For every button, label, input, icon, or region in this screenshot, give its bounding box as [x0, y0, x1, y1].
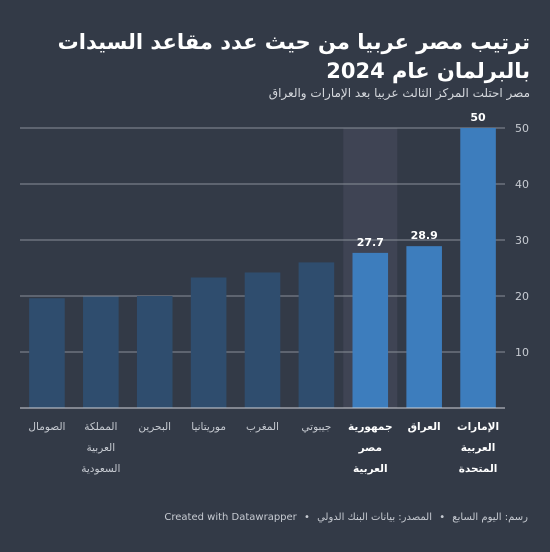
bar — [29, 298, 65, 408]
bar — [298, 262, 335, 408]
bar — [83, 296, 119, 408]
x-tick-label: البحرين — [138, 421, 171, 433]
bar — [244, 272, 281, 408]
y-tick-label: 30 — [515, 234, 529, 247]
chart-subtitle: مصر احتلت المركز الثالث عربيا بعد الإمار… — [268, 86, 530, 100]
footer-separator: • — [439, 512, 446, 523]
bar — [460, 128, 496, 408]
x-tick-label: العربية — [353, 463, 388, 475]
chart-title: ترتيب مصر عربيا من حيث عدد مقاعد السيدات… — [57, 30, 530, 83]
bar — [190, 277, 227, 408]
x-tick-label: العربية — [86, 442, 115, 454]
x-tick-label: موريتانيا — [191, 421, 226, 433]
bar — [136, 296, 173, 408]
tool-credit[interactable]: Created with Datawrapper — [164, 512, 297, 523]
data-label: 27.7 — [357, 236, 384, 249]
x-tick-label: العربية — [461, 442, 496, 454]
x-tick-label: المتحدة — [459, 463, 498, 475]
x-tick-label: الصومال — [28, 421, 65, 433]
x-tick-label: المغرب — [246, 421, 279, 433]
source-text: المصدر: بيانات البنك الدولي — [317, 512, 433, 523]
x-tick-label: جمهورية — [348, 421, 392, 433]
chart-footer: رسم: اليوم السابع • المصدر: بيانات البنك… — [15, 512, 530, 523]
y-tick-label: 50 — [515, 122, 529, 135]
x-tick-label: مصر — [358, 442, 382, 454]
x-tick-label: الإمارات — [457, 421, 499, 433]
x-tick-label: العراق — [408, 421, 441, 433]
bar — [406, 246, 442, 408]
bar — [352, 252, 389, 408]
x-tick-label: السعودية — [81, 463, 120, 475]
y-tick-label: 20 — [515, 290, 529, 303]
x-tick-label: جيبوتي — [301, 421, 331, 433]
y-tick-label: 10 — [515, 346, 529, 359]
data-label: 28.9 — [411, 229, 438, 242]
footer-separator: • — [303, 512, 310, 523]
y-tick-label: 40 — [515, 178, 529, 191]
data-label: 50 — [470, 111, 486, 124]
credit-text: رسم: اليوم السابع — [452, 512, 528, 523]
x-tick-label: المملكة — [84, 421, 117, 433]
